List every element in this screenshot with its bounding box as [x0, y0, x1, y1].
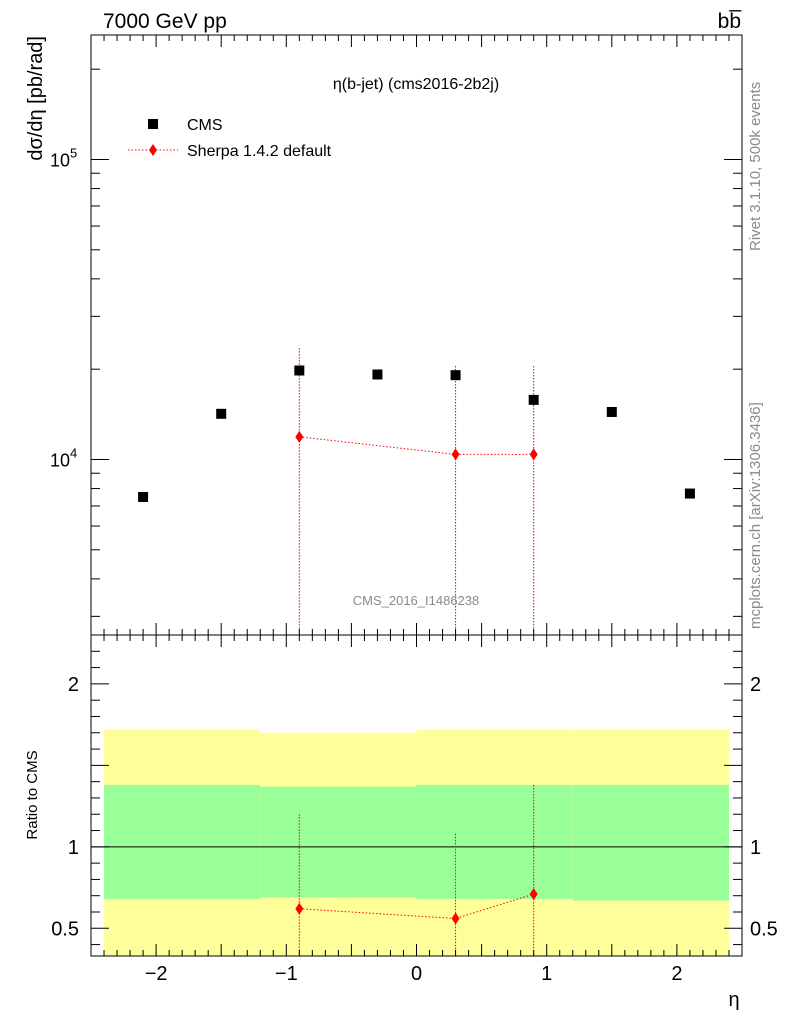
ratio-xlabel: η: [728, 989, 739, 1011]
ratio-x-tick-label: 1: [541, 963, 552, 985]
energy-label: 7000 GeV pp: [103, 10, 227, 33]
ratio-x-tick-label: −2: [145, 963, 168, 985]
tick-exponent: 5: [70, 145, 77, 160]
sherpa-point: [295, 430, 304, 443]
ratio-sherpa-point: [295, 902, 304, 915]
legend-marker-sherpa: [149, 144, 157, 156]
ratio-plot: −2 −1 0 1 2 0.5 0.5 1 1 2 2 Ratio to CMS η: [24, 634, 778, 1011]
cms-point: [294, 365, 305, 376]
ratio-y-tick-label-right: 2: [750, 674, 761, 696]
cms-point: [528, 394, 539, 405]
legend-label-cms: CMS: [187, 117, 223, 134]
legend-label-sherpa: Sherpa 1.4.2 default: [187, 143, 332, 160]
tick-base: 10: [50, 150, 70, 170]
cms-point: [606, 406, 617, 417]
ratio-sherpa-point: [451, 912, 460, 925]
ratio-x-tick-label: −1: [275, 963, 298, 985]
tick-base: 10: [50, 450, 70, 470]
analysis-watermark: CMS_2016_I1486238: [353, 593, 480, 608]
main-title: η(b-jet) (cms2016-2b2j): [333, 76, 499, 93]
process-label: bb̅: [718, 10, 743, 33]
main-y-tick-label: 105: [50, 145, 77, 170]
legend-marker-cms: [148, 119, 158, 129]
mcplots-label: mcplots.cern.ch [arXiv:1306.3436]: [747, 402, 764, 629]
sherpa-line: [299, 436, 534, 455]
ratio-y-tick-label-right: 1: [750, 837, 761, 859]
legend: CMS Sherpa 1.4.2 default: [128, 117, 332, 160]
main-ylabel: dσ/dη [pb/rad]: [25, 36, 47, 161]
ratio-y-tick-label: 0.5: [51, 918, 79, 940]
ratio-y-tick-label-right: 0.5: [750, 918, 778, 940]
ratio-x-tick-label: 0: [411, 963, 422, 985]
sherpa-point: [451, 448, 460, 461]
ratio-x-tick-label: 2: [671, 963, 682, 985]
uncertainty-band-inner: [260, 786, 417, 898]
cms-point: [138, 491, 149, 502]
sherpa-point: [529, 448, 538, 461]
cms-point: [372, 369, 383, 380]
tick-exponent: 4: [70, 445, 77, 460]
rivet-label: Rivet 3.1.10, 500k events: [747, 82, 764, 251]
uncertainty-band-inner: [572, 784, 729, 901]
cms-point: [216, 408, 227, 419]
main-y-tick-label: 104: [50, 445, 77, 470]
cms-point: [450, 370, 461, 381]
ratio-sherpa-point: [529, 888, 538, 901]
uncertainty-band-inner: [104, 784, 261, 899]
ratio-y-tick-label: 1: [68, 837, 79, 859]
ratio-ylabel: Ratio to CMS: [24, 750, 41, 839]
cms-point: [684, 488, 695, 499]
uncertainty-band-inner: [416, 784, 573, 899]
ratio-sherpa-line: [299, 893, 534, 920]
ratio-y-tick-label: 2: [68, 674, 79, 696]
